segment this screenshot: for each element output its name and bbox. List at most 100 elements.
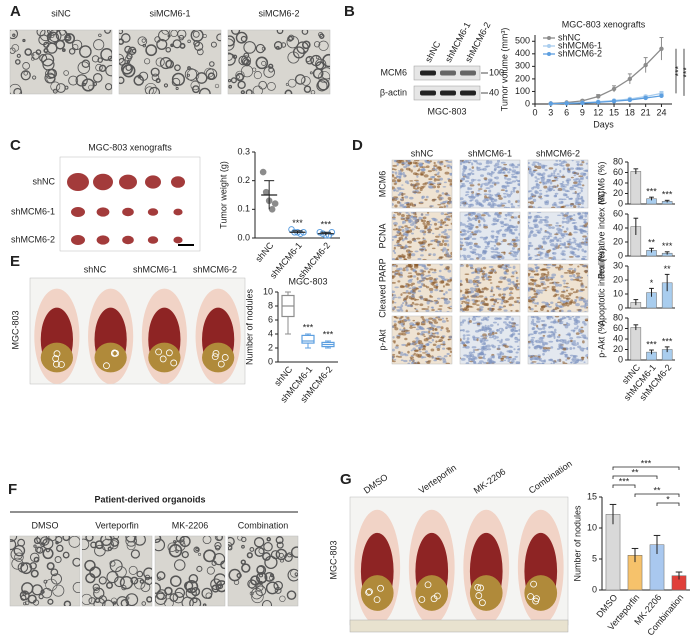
- cell: [566, 297, 569, 300]
- cell: [419, 303, 424, 307]
- organoid: [173, 540, 177, 544]
- cell: [540, 330, 546, 334]
- y-tick-label: 40: [613, 222, 623, 232]
- cell: [553, 170, 557, 172]
- cell: [534, 254, 539, 257]
- cell: [540, 272, 546, 277]
- cell: [505, 185, 510, 187]
- organoid: [241, 544, 245, 549]
- cell: [445, 266, 450, 270]
- organoid: [195, 72, 208, 84]
- cell: [538, 189, 542, 192]
- organoid: [49, 33, 55, 38]
- organoid: [81, 59, 91, 68]
- organoid: [77, 61, 91, 74]
- cell: [488, 195, 491, 199]
- organoid: [216, 33, 221, 42]
- organoid: [35, 49, 42, 55]
- cell: [495, 176, 499, 180]
- cell: [575, 332, 580, 335]
- cell: [418, 285, 422, 289]
- cell: [402, 268, 406, 272]
- organoid: [93, 39, 105, 51]
- cell: [469, 265, 474, 268]
- bar: [630, 171, 642, 205]
- cell: [415, 353, 419, 357]
- cell: [393, 251, 397, 254]
- cell: [515, 271, 518, 275]
- cell: [569, 337, 574, 340]
- cell: [470, 271, 475, 274]
- cell: [530, 358, 533, 361]
- cell: [566, 212, 570, 214]
- cell: [542, 348, 546, 352]
- cell: [512, 326, 517, 330]
- cell: [539, 192, 543, 196]
- cell: [542, 240, 546, 244]
- cell: [418, 296, 424, 298]
- cell: [540, 292, 543, 294]
- cell: [405, 216, 410, 220]
- cell: [490, 230, 495, 233]
- cell: [507, 199, 511, 204]
- cell: [566, 357, 571, 360]
- organoid: [141, 38, 146, 43]
- organoid: [255, 572, 268, 584]
- cell: [550, 321, 555, 324]
- group-label: shMCM6-2: [11, 234, 55, 244]
- cell: [392, 239, 395, 241]
- cell: [410, 212, 416, 214]
- cell: [548, 224, 553, 226]
- cell: [425, 353, 431, 356]
- cell: [576, 212, 582, 215]
- cell: [509, 219, 512, 222]
- cell: [559, 352, 564, 355]
- cell: [508, 294, 512, 296]
- cell: [546, 347, 551, 350]
- cell: [440, 357, 446, 360]
- cell: [422, 258, 427, 260]
- cell: [392, 179, 396, 183]
- cell: [413, 216, 417, 219]
- cell: [420, 355, 424, 359]
- cell: [396, 162, 399, 166]
- cell: [436, 173, 440, 176]
- photo: [227, 535, 299, 607]
- organoid: [172, 591, 185, 604]
- cell: [501, 355, 507, 358]
- cell: [517, 215, 520, 219]
- cell: [540, 305, 545, 308]
- cell: [490, 205, 495, 208]
- cell: [395, 190, 399, 192]
- cell: [548, 232, 553, 236]
- cell: [419, 173, 423, 176]
- cell: [566, 316, 570, 318]
- cell: [479, 306, 484, 309]
- organoid: [137, 36, 148, 47]
- cell: [480, 340, 485, 343]
- marker-label: 40: [489, 87, 499, 97]
- cell: [415, 310, 419, 312]
- cell: [529, 200, 535, 205]
- cell: [476, 271, 481, 275]
- y-tick-label: 20: [613, 274, 623, 284]
- cell: [434, 227, 440, 230]
- point: [548, 101, 554, 106]
- organoid: [287, 552, 293, 558]
- cell: [568, 267, 574, 270]
- tumor: [147, 208, 159, 216]
- photo: [527, 315, 589, 365]
- organoid: [235, 31, 248, 44]
- cell: [541, 301, 546, 304]
- cell: [478, 352, 484, 356]
- organoid: [148, 86, 161, 94]
- cell: [551, 203, 556, 207]
- cell: [580, 189, 583, 193]
- cell: [482, 279, 486, 281]
- cell: [469, 184, 475, 187]
- cell: [494, 332, 498, 335]
- y-tick-label: 80: [613, 312, 623, 322]
- cell: [445, 215, 451, 219]
- cell: [516, 287, 520, 289]
- cell: [581, 242, 586, 245]
